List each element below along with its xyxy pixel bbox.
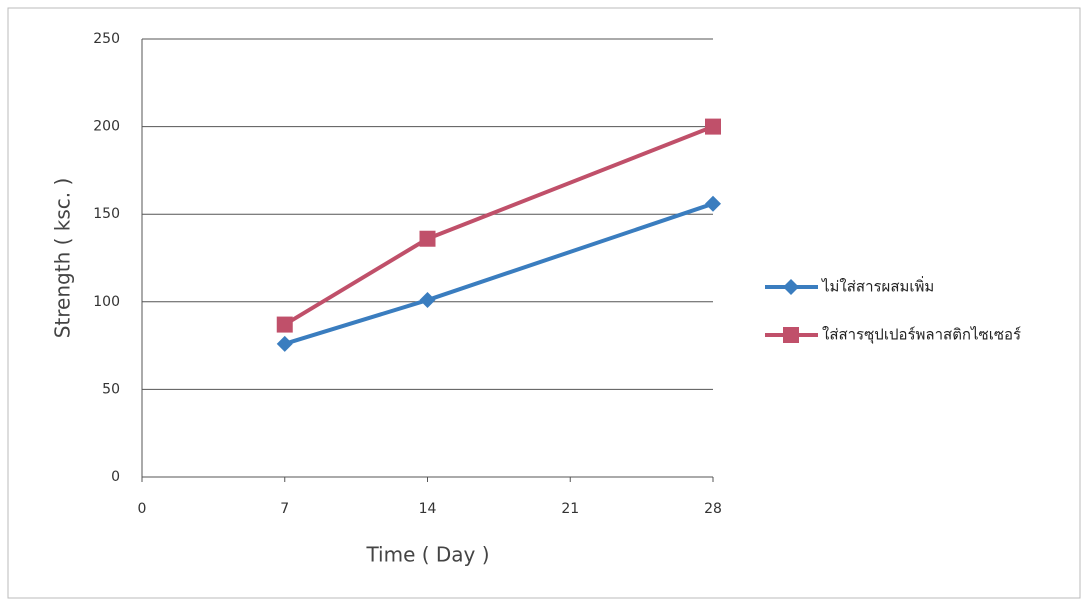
x-axis-title: Time ( Day ) [365, 543, 489, 567]
point [705, 195, 721, 212]
x-tick-label: 14 [419, 501, 437, 517]
x-tick-label: 0 [138, 501, 147, 517]
point [276, 335, 293, 352]
y-tick-label: 100 [93, 294, 120, 310]
y-tick-label: 150 [93, 206, 120, 222]
legend-label: ใส่สารซุปเปอร์พลาสติกไซเซอร์ [822, 326, 1021, 345]
point [783, 279, 799, 295]
point [276, 316, 293, 333]
legend-label: ไม่ใส่สารผสมเพิ่ม [821, 276, 934, 296]
y-tick-label: 200 [93, 119, 120, 135]
point [705, 118, 721, 135]
y-axis-title: Strength ( ksc. ) [51, 178, 75, 339]
x-tick-label: 21 [561, 501, 579, 517]
y-tick-label: 0 [111, 469, 120, 485]
y-tick-label: 250 [93, 31, 120, 47]
x-tick-label: 7 [280, 501, 289, 517]
x-tick-label: 28 [704, 501, 722, 517]
point [419, 292, 436, 309]
chart-border [7, 7, 1081, 599]
point [783, 327, 799, 343]
point [419, 230, 436, 247]
y-tick-label: 50 [102, 381, 120, 397]
